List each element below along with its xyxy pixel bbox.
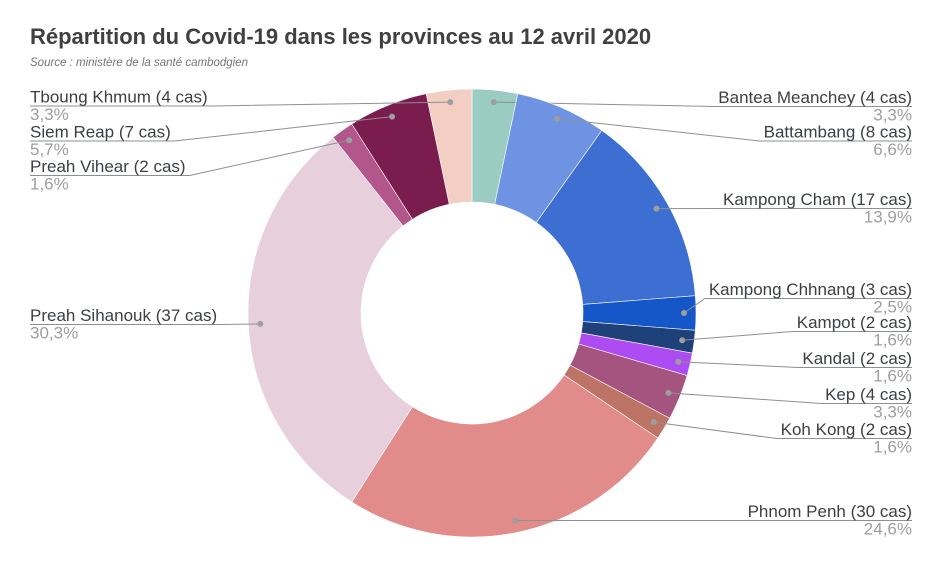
leader-dot	[553, 115, 560, 122]
leader-line	[682, 331, 912, 341]
slice-percent-kampong-cham: 13,9%	[864, 208, 912, 227]
leader-dot	[665, 389, 672, 396]
slice-label-battambang: Battambang (8 cas)	[764, 123, 912, 142]
slice-label-bantea-meanchey: Bantea Meanchey (4 cas)	[718, 88, 912, 107]
slice-label-kep: Kep (4 cas)	[825, 385, 912, 404]
leader-dot	[389, 113, 396, 120]
slice-percent-kep: 3,3%	[873, 403, 912, 422]
leader-dot	[490, 99, 497, 106]
slice-percent-preah-sihanouk: 30,3%	[30, 324, 78, 343]
slice-percent-kandal: 1,6%	[873, 367, 912, 386]
leader-dot	[346, 137, 353, 144]
leader-line	[30, 116, 393, 142]
slice-percent-phnom-penh: 24,6%	[864, 520, 912, 539]
leader-line	[556, 118, 912, 142]
leader-dot	[681, 310, 687, 316]
leader-line	[30, 323, 261, 325]
chart-title: Répartition du Covid-19 dans les provinc…	[30, 24, 652, 49]
slice-label-siem-reap: Siem Reap (7 cas)	[30, 123, 171, 142]
leader-dot	[447, 99, 454, 106]
slice-percent-kampot: 1,6%	[873, 331, 912, 350]
slice-percent-preah-vihear: 1,6%	[30, 175, 69, 194]
slice-label-koh-kong: Koh Kong (2 cas)	[781, 420, 912, 439]
slice-label-kampot: Kampot (2 cas)	[797, 313, 912, 332]
leader-dot	[653, 205, 660, 212]
slice-percent-tboung-khmum: 3,3%	[30, 105, 69, 124]
leader-line	[653, 421, 912, 439]
leader-line	[493, 101, 912, 107]
leader-dot	[650, 419, 657, 426]
slice-percent-battambang: 6,6%	[873, 140, 912, 159]
leader-line	[30, 101, 451, 107]
pie-slice-phnom-penh[interactable]	[351, 374, 659, 538]
leader-dot	[512, 517, 519, 524]
slice-percent-kampong-chhnang: 2,5%	[873, 298, 912, 317]
slice-label-preah-vihear: Preah Vihear (2 cas)	[30, 157, 186, 176]
slice-label-kandal: Kandal (2 cas)	[802, 349, 912, 368]
leader-line	[30, 139, 350, 176]
leader-line	[678, 361, 912, 368]
chart-subtitle: Source : ministère de la santé cambodgie…	[30, 57, 248, 69]
slice-label-phnom-penh: Phnom Penh (30 cas)	[748, 502, 912, 521]
leader-dot	[679, 337, 686, 344]
leader-dot	[675, 358, 682, 365]
slice-label-preah-sihanouk: Preah Sihanouk (37 cas)	[30, 306, 217, 325]
slice-percent-siem-reap: 5,7%	[30, 140, 69, 159]
leader-line	[668, 392, 912, 404]
slice-percent-koh-kong: 1,6%	[873, 438, 912, 457]
leader-line	[683, 298, 912, 314]
slice-percent-bantea-meanchey: 3,3%	[873, 106, 912, 125]
pie-slice-tboung-khmum[interactable]	[425, 88, 473, 205]
pie-slice-preah-sihanouk[interactable]	[247, 136, 413, 503]
slice-label-tboung-khmum: Tboung Khmum (4 cas)	[30, 88, 208, 107]
slice-label-kampong-chhnang: Kampong Chhnang (3 cas)	[709, 280, 912, 299]
leader-dot	[257, 320, 264, 327]
slice-label-kampong-cham: Kampong Cham (17 cas)	[723, 190, 912, 209]
